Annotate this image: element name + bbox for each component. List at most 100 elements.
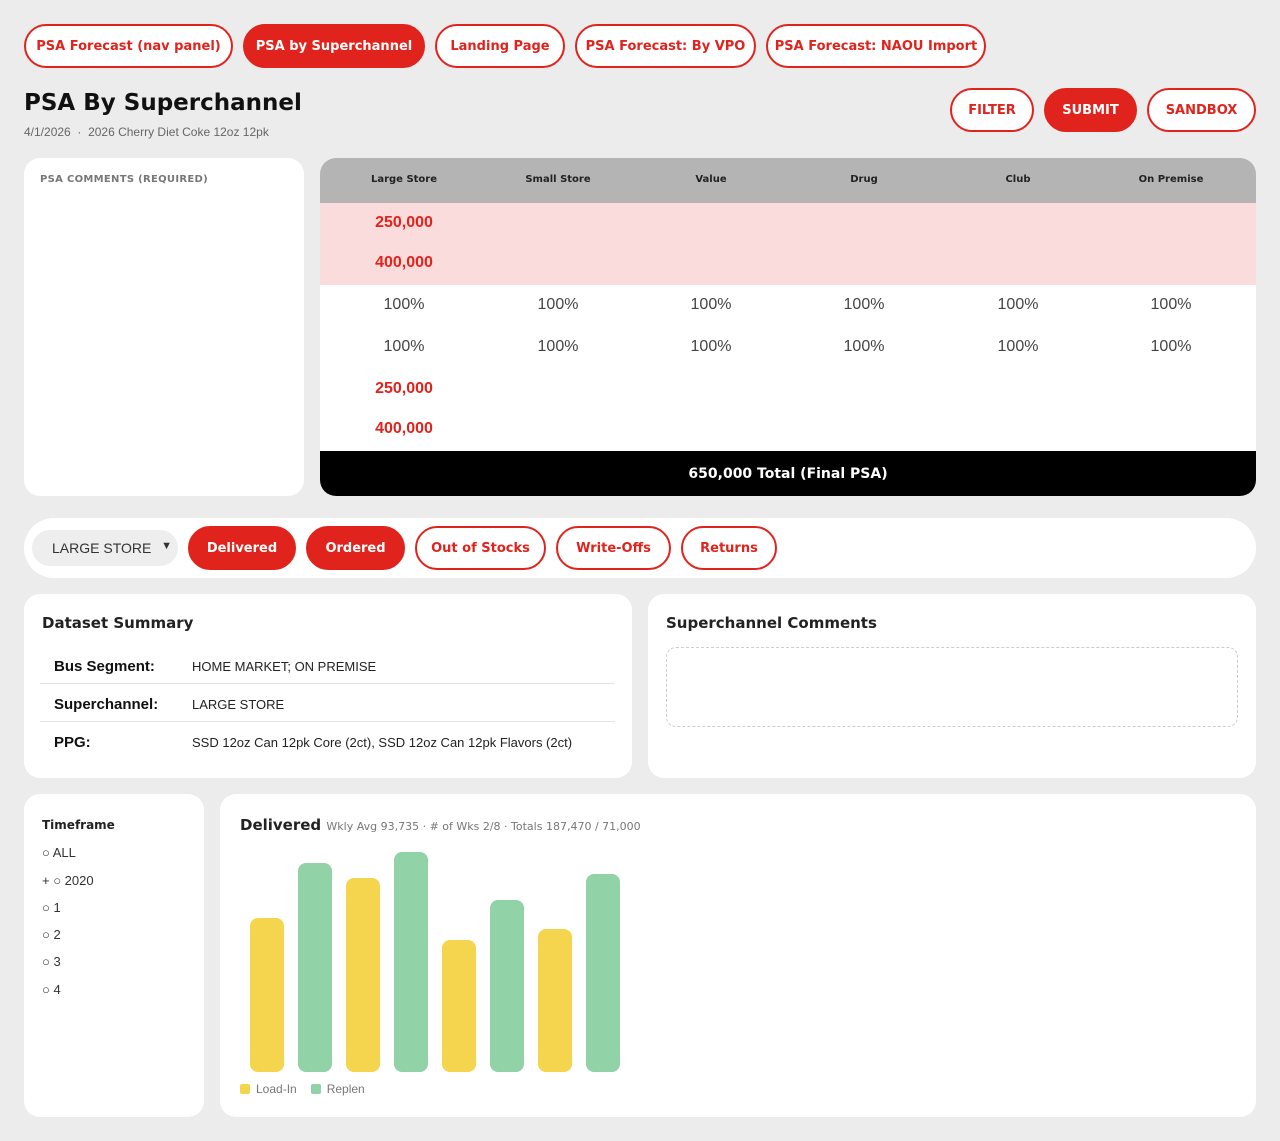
bar-load-in-1[interactable]: [250, 918, 284, 1072]
pct-cell[interactable]: 100%: [997, 296, 1039, 313]
sandbox-label: SANDBOX: [1165, 102, 1238, 118]
pct-cell[interactable]: 100%: [690, 296, 732, 313]
superchannel-select[interactable]: LARGE STORE ▼: [32, 530, 178, 566]
timeframe-option-2[interactable]: ○ 2: [42, 927, 61, 942]
tab-psa-forecast-naou-import[interactable]: PSA Forecast: NAOU Import: [766, 24, 986, 68]
filter-label: FILTER: [968, 102, 1016, 118]
summary-value: HOME MARKET; ON PREMISE: [192, 659, 377, 674]
superchannel-comments-title: Superchannel Comments: [666, 614, 877, 632]
superchannel-comments-panel: Superchannel Comments: [648, 594, 1256, 778]
filter-button[interactable]: FILTER: [950, 88, 1034, 132]
chip-label: Write-Offs: [576, 540, 651, 556]
psa-highlight-band: [320, 203, 1256, 285]
pct-cell[interactable]: 100%: [843, 338, 885, 355]
summary-key: PPG:: [54, 734, 91, 751]
legend-swatch-replen: [310, 1084, 321, 1094]
timeframe-option-1[interactable]: ○ 1: [42, 900, 61, 915]
delivered-bar-chart: [250, 852, 620, 1072]
timeframe-option-2020[interactable]: + ○ 2020: [42, 873, 94, 888]
metric-filter-bar: LARGE STORE ▼ Delivered Ordered Out of S…: [24, 518, 1256, 578]
chip-label: Returns: [700, 540, 758, 556]
column-header-drug: Drug: [850, 174, 878, 185]
tab-label: PSA by Superchannel: [255, 38, 413, 54]
timeframe-option-all[interactable]: ○ ALL: [42, 845, 76, 860]
chip-returns[interactable]: Returns: [681, 526, 777, 570]
legend-label-load-in: Load-In: [256, 1082, 297, 1096]
tab-psa-forecast-by-vpo[interactable]: PSA Forecast: By VPO: [575, 24, 756, 68]
chip-label: Ordered: [325, 540, 386, 556]
psa-grid: Large Store Small Store Value Drug Club …: [320, 158, 1256, 496]
bar-replen-4[interactable]: [394, 852, 428, 1072]
summary-row-bus-segment: Bus Segment: HOME MARKET; ON PREMISE: [40, 646, 615, 684]
summary-row-superchannel: Superchannel: LARGE STORE: [40, 684, 615, 722]
tab-psa-forecast-nav-panel[interactable]: PSA Forecast (nav panel): [24, 24, 233, 68]
tab-label: PSA Forecast: By VPO: [585, 38, 746, 54]
psa-value-cell: 250,000: [375, 380, 433, 397]
bar-load-in-7[interactable]: [538, 929, 572, 1072]
timeframe-title: Timeframe: [42, 818, 115, 832]
pct-cell[interactable]: 100%: [997, 338, 1039, 355]
chip-ordered[interactable]: Ordered: [306, 526, 405, 570]
subtitle-separator: ·: [77, 125, 82, 139]
chip-out-of-stocks[interactable]: Out of Stocks: [415, 526, 546, 570]
chart-title-row: Delivered Wkly Avg 93,735 · # of Wks 2/8…: [240, 816, 641, 834]
chart-legend: Load-In Replen: [240, 1082, 365, 1096]
psa-comments-label: PSA COMMENTS (REQUIRED): [40, 174, 208, 185]
subtitle-date: 4/1/2026: [24, 125, 71, 139]
bar-load-in-5[interactable]: [442, 940, 476, 1072]
submit-button[interactable]: SUBMIT: [1044, 88, 1137, 132]
column-header-small-store: Small Store: [525, 174, 591, 185]
summary-value: LARGE STORE: [192, 697, 285, 712]
timeframe-option-3[interactable]: ○ 3: [42, 954, 61, 969]
page-subtitle: 4/1/2026 · 2026 Cherry Diet Coke 12oz 12…: [24, 125, 269, 139]
pct-cell[interactable]: 100%: [383, 296, 425, 313]
bar-replen-2[interactable]: [298, 863, 332, 1072]
bar-replen-8[interactable]: [586, 874, 620, 1072]
legend-swatch-load-in: [240, 1084, 250, 1094]
dataset-summary-panel: Dataset Summary Bus Segment: HOME MARKET…: [24, 594, 632, 778]
grid-header-row: Large Store Small Store Value Drug Club …: [320, 158, 1256, 203]
pct-cell[interactable]: 100%: [537, 296, 579, 313]
tab-landing-page[interactable]: Landing Page: [435, 24, 565, 68]
page-title: PSA By Superchannel: [24, 90, 302, 116]
bar-replen-6[interactable]: [490, 900, 524, 1072]
chip-label: Delivered: [206, 540, 278, 556]
column-header-club: Club: [1005, 174, 1031, 185]
psa-value-cell: 400,000: [375, 420, 433, 437]
tab-label: PSA Forecast: NAOU Import: [774, 38, 978, 54]
superchannel-comments-input[interactable]: [666, 647, 1238, 727]
tab-label: PSA Forecast (nav panel): [36, 38, 221, 54]
delivered-chart-panel: Delivered Wkly Avg 93,735 · # of Wks 2/8…: [220, 794, 1256, 1117]
chip-write-offs[interactable]: Write-Offs: [556, 526, 671, 570]
chip-label: Out of Stocks: [431, 540, 530, 556]
chart-meta: Wkly Avg 93,735 · # of Wks 2/8 · Totals …: [326, 820, 641, 833]
summary-key: Bus Segment:: [54, 658, 155, 675]
column-header-large-store: Large Store: [370, 174, 438, 185]
pct-cell[interactable]: 100%: [1150, 338, 1192, 355]
chart-title: Delivered: [240, 816, 322, 834]
pct-cell[interactable]: 100%: [843, 296, 885, 313]
column-header-on-premise: On Premise: [1138, 174, 1204, 185]
timeframe-panel: Timeframe ○ ALL + ○ 2020 ○ 1 ○ 2 ○ 3 ○ 4: [24, 794, 204, 1117]
timeframe-option-4[interactable]: ○ 4: [42, 982, 61, 997]
pct-cell[interactable]: 100%: [537, 338, 579, 355]
subtitle-product: 2026 Cherry Diet Coke 12oz 12pk: [88, 125, 269, 139]
psa-value-cell[interactable]: 250,000: [375, 214, 433, 231]
pct-cell[interactable]: 100%: [383, 338, 425, 355]
chip-delivered[interactable]: Delivered: [188, 526, 296, 570]
legend-label-replen: Replen: [326, 1082, 365, 1096]
bar-load-in-3[interactable]: [346, 878, 380, 1072]
chevron-down-icon: ▼: [161, 540, 172, 552]
psa-comments-panel[interactable]: PSA COMMENTS (REQUIRED): [24, 158, 304, 496]
psa-value-cell[interactable]: 400,000: [375, 254, 433, 271]
pct-cell[interactable]: 100%: [1150, 296, 1192, 313]
submit-label: SUBMIT: [1062, 102, 1119, 118]
pct-cell[interactable]: 100%: [690, 338, 732, 355]
total-final-psa: 650,000 Total (Final PSA): [320, 451, 1256, 496]
dataset-summary-title: Dataset Summary: [42, 614, 194, 632]
summary-key: Superchannel:: [54, 696, 159, 713]
summary-value: SSD 12oz Can 12pk Core (2ct), SSD 12oz C…: [192, 735, 573, 750]
tab-psa-by-superchannel[interactable]: PSA by Superchannel: [243, 24, 425, 68]
sandbox-button[interactable]: SANDBOX: [1147, 88, 1256, 132]
tab-label: Landing Page: [450, 38, 550, 54]
